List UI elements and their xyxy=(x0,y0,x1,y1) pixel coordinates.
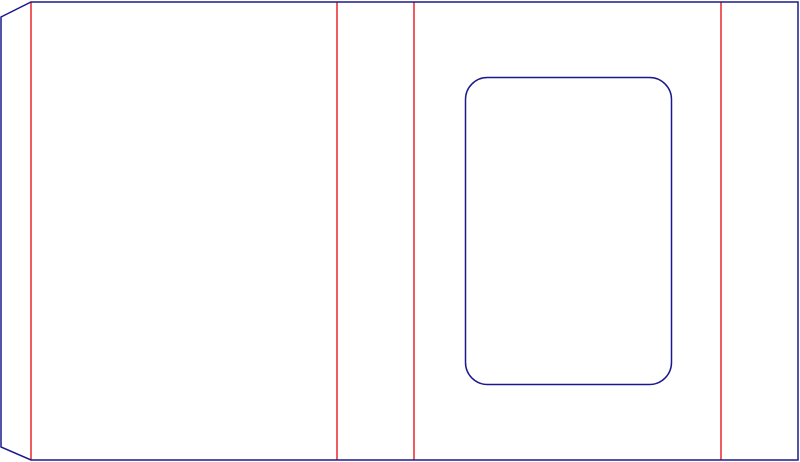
window-cutout xyxy=(464,76,673,386)
